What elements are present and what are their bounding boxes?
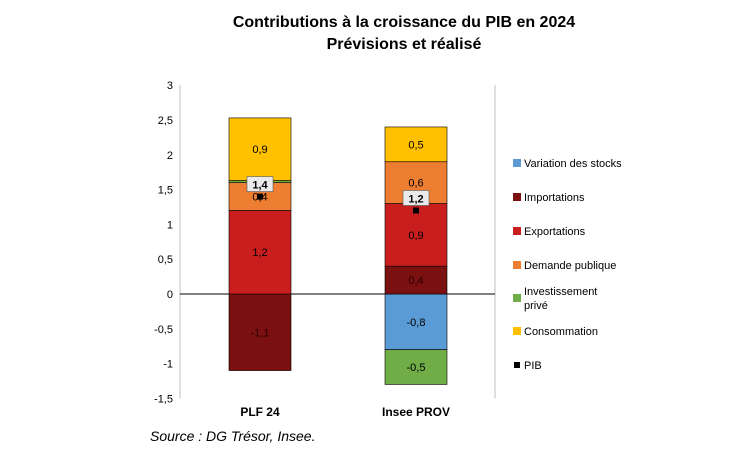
chart-source: Source : DG Trésor, Insee. xyxy=(150,428,316,444)
y-tick-label: -1 xyxy=(163,359,173,371)
bar-segment xyxy=(384,203,448,267)
y-tick-label: 2,5 xyxy=(158,115,173,127)
bar-segment xyxy=(384,293,448,350)
bar-segment xyxy=(228,210,292,295)
x-category-label: PLF 24 xyxy=(240,405,280,419)
legend-label: Exportations xyxy=(524,226,586,238)
pib-label-box xyxy=(402,190,430,206)
data-label: 0,6 xyxy=(408,178,423,190)
y-tick-label: 1 xyxy=(167,219,173,231)
legend-swatch xyxy=(513,294,521,302)
y-tick-label: -1,5 xyxy=(154,393,173,405)
legend-label: Investissement xyxy=(524,286,597,298)
x-category-label: Insee PROV xyxy=(382,405,450,419)
y-tick-label: 3 xyxy=(167,80,173,92)
y-tick-label: -0,5 xyxy=(154,324,173,336)
chart-title: Contributions à la croissance du PIB en … xyxy=(232,14,576,31)
y-tick-label: 2 xyxy=(167,150,173,162)
pib-label-box xyxy=(246,176,274,192)
y-tick-label: 1,5 xyxy=(158,185,173,197)
data-label: -1,1 xyxy=(251,327,270,339)
bar-segment xyxy=(228,117,292,181)
legend-swatch xyxy=(514,362,520,368)
y-tick-label: 0,5 xyxy=(158,254,173,266)
legend-label: privé xyxy=(524,300,548,312)
pib-label: 1,4 xyxy=(252,180,268,192)
legend-swatch xyxy=(513,159,521,167)
data-label: 1,2 xyxy=(252,247,267,259)
bar-segment xyxy=(384,265,448,295)
legend-swatch xyxy=(513,227,521,235)
data-label: 0,5 xyxy=(408,139,423,151)
data-label: -0,5 xyxy=(407,362,426,374)
legend-swatch xyxy=(513,327,521,335)
bar-segment xyxy=(384,349,448,385)
bar-segment xyxy=(384,126,448,163)
legend-label: PIB xyxy=(524,360,542,372)
legend-label: Variation des stocks xyxy=(524,158,622,170)
legend-label: Consommation xyxy=(524,326,598,338)
legend-swatch xyxy=(513,193,521,201)
data-label: 0,9 xyxy=(252,144,267,156)
data-label: 0,9 xyxy=(408,230,423,242)
data-label: 0,4 xyxy=(408,275,423,287)
pib-marker xyxy=(413,207,419,214)
y-tick-label: 0 xyxy=(167,289,173,301)
legend-label: Importations xyxy=(524,192,585,204)
pib-label: 1,2 xyxy=(408,193,423,205)
legend-swatch xyxy=(513,261,521,269)
chart-subtitle: Prévisions et réalisé xyxy=(326,36,482,53)
legend-label: Demande publique xyxy=(524,260,616,272)
data-label: -0,8 xyxy=(407,317,426,329)
pib-marker xyxy=(257,193,263,200)
